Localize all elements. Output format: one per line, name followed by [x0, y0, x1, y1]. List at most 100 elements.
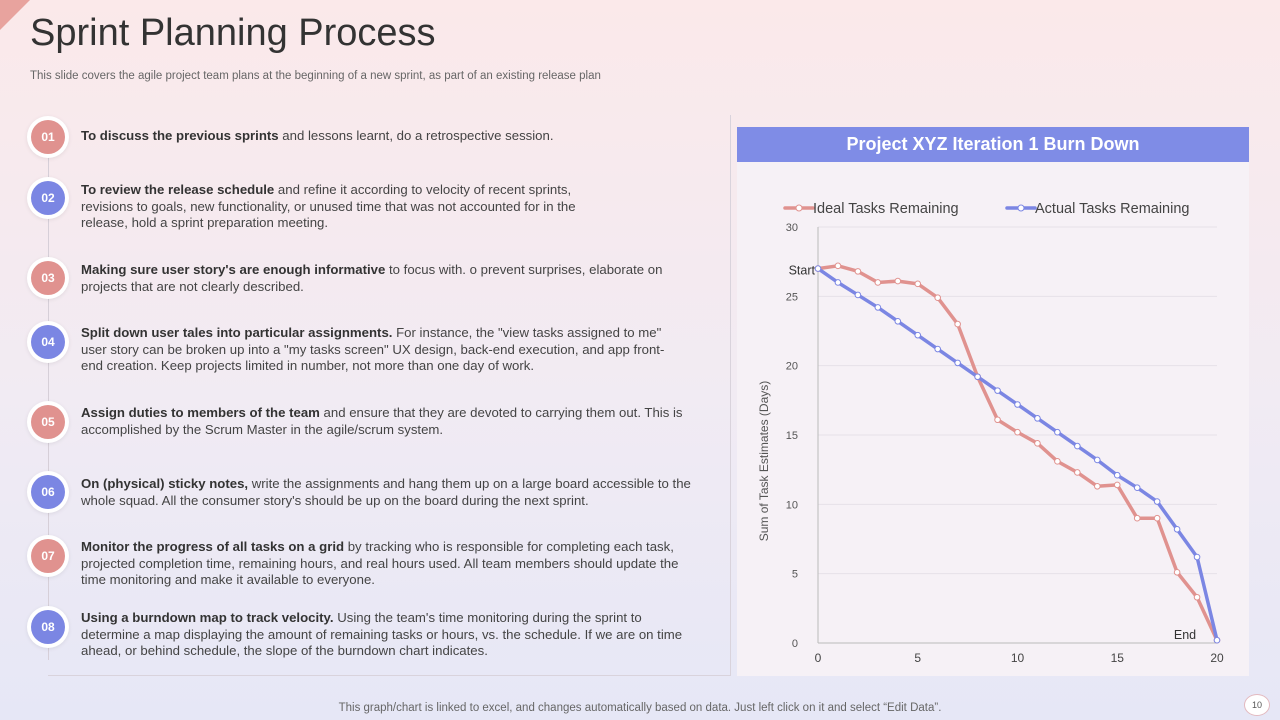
legend-label: Ideal Tasks Remaining — [813, 201, 959, 217]
data-point — [914, 280, 922, 288]
step-body: to focus with. o prevent surprises, elab… — [81, 262, 663, 294]
data-point — [1034, 415, 1041, 422]
step-body: write the assignments and hang them up o… — [81, 476, 691, 508]
series-line — [817, 264, 1219, 641]
data-point — [874, 279, 882, 286]
y-axis-label: Sum of Task Estimates (Days) — [757, 381, 771, 542]
data-point — [834, 262, 842, 270]
step-body: and ensure that they are devoted to carr… — [81, 405, 683, 437]
burndown-chart: 0 5 10 15 20 25 30 0 5 10 15 20 Sum of Task Estimate… — [757, 201, 1224, 665]
data-point — [894, 317, 902, 325]
x-tick-label: 20 — [1210, 651, 1224, 665]
step-text-01: To discuss the previous sprints and less… — [81, 128, 686, 145]
step-heading: Making sure user story's are enough info… — [81, 262, 386, 277]
step-heading: On (physical) sticky notes, — [81, 476, 249, 491]
step-body: by tracking who is responsible for compl… — [81, 539, 679, 587]
step-badge-04: 04 — [31, 325, 65, 359]
legend-marker — [1017, 204, 1025, 212]
step-heading: Split down user tales into particular as… — [81, 325, 393, 340]
data-point — [1054, 458, 1061, 465]
data-point — [954, 359, 961, 367]
data-point — [954, 320, 961, 328]
step-body: Using the team's time monitoring during … — [81, 610, 683, 658]
data-point — [814, 265, 822, 272]
x-tick-label: 5 — [914, 651, 921, 665]
data-point — [1133, 484, 1141, 491]
data-point — [1074, 442, 1081, 450]
x-tick-label: 0 — [815, 651, 822, 665]
step-badge-05: 05 — [31, 405, 65, 439]
step-heading: Assign duties to members of the team — [81, 405, 320, 420]
step-heading: To review the release schedule — [81, 182, 275, 197]
data-point — [894, 277, 902, 285]
data-point — [994, 387, 1001, 394]
legend-label: Actual Tasks Remaining — [1035, 201, 1189, 217]
step-heading: To discuss the previous sprints — [81, 128, 279, 143]
data-point — [1133, 514, 1141, 522]
chart-annotation: Start — [789, 264, 816, 278]
data-point — [874, 304, 882, 311]
step-text-03: Making sure user story's are enough info… — [81, 262, 686, 295]
page-number: 10 — [1244, 694, 1270, 716]
data-point — [1173, 525, 1181, 533]
data-point — [1054, 428, 1061, 436]
step-badge-02: 02 — [31, 181, 65, 215]
data-point — [914, 331, 922, 339]
data-point — [994, 416, 1001, 424]
chart-title: Project XYZ Iteration 1 Burn Down — [737, 127, 1249, 162]
data-point — [1014, 401, 1021, 408]
data-point — [1094, 456, 1101, 464]
y-tick-label: 10 — [786, 499, 798, 511]
data-point — [934, 294, 941, 302]
y-tick-label: 20 — [786, 361, 798, 373]
data-point — [1193, 593, 1201, 601]
data-point — [854, 268, 862, 275]
step-text-06: On (physical) sticky notes, write the as… — [81, 476, 711, 509]
data-point — [1034, 440, 1041, 447]
y-tick-label: 15 — [786, 430, 798, 442]
x-tick-label: 15 — [1111, 651, 1125, 665]
step-badge-01: 01 — [31, 120, 65, 154]
y-tick-label: 30 — [786, 222, 798, 234]
timeline-line — [48, 120, 49, 660]
data-point — [854, 291, 862, 299]
data-point — [974, 373, 981, 381]
data-point — [1094, 483, 1101, 490]
steps-frame — [48, 115, 731, 676]
step-text-04: Split down user tales into particular as… — [81, 325, 686, 375]
step-text-07: Monitor the progress of all tasks on a g… — [81, 539, 686, 589]
data-point — [1153, 514, 1161, 522]
step-heading: Monitor the progress of all tasks on a g… — [81, 539, 345, 554]
page-subtitle: This slide covers the agile project team… — [30, 70, 601, 82]
step-badge-07: 07 — [31, 539, 65, 573]
step-text-08: Using a burndown map to track velocity. … — [81, 610, 686, 660]
data-point — [834, 279, 842, 286]
data-point — [1113, 471, 1121, 479]
data-point — [1173, 568, 1181, 576]
x-tick-label: 10 — [1011, 651, 1025, 665]
corner-decoration — [0, 0, 30, 30]
step-body: For instance, the "view tasks assigned t… — [81, 325, 665, 373]
data-point — [1014, 428, 1021, 436]
data-point — [1193, 553, 1201, 561]
chart-annotation: End — [1174, 628, 1196, 642]
data-point — [1113, 481, 1121, 489]
data-point — [1074, 469, 1081, 476]
step-badge-06: 06 — [31, 475, 65, 509]
step-heading: Using a burndown map to track velocity. — [81, 610, 334, 625]
y-tick-label: 25 — [786, 291, 798, 303]
step-text-02: To review the release schedule and refin… — [81, 182, 621, 232]
data-point — [1213, 636, 1221, 644]
data-point — [1153, 498, 1161, 505]
step-badge-03: 03 — [31, 261, 65, 295]
footer-note: This graph/chart is linked to excel, and… — [338, 702, 942, 714]
data-point — [934, 345, 941, 353]
y-tick-label: 0 — [792, 638, 798, 650]
step-text-05: Assign duties to members of the team and… — [81, 405, 686, 438]
series-line — [817, 267, 1219, 641]
page-title: Sprint Planning Process — [30, 12, 436, 54]
legend-marker — [795, 204, 803, 212]
chart-panel: Project XYZ Iteration 1 Burn Down 0 5 10 15… — [737, 127, 1249, 676]
y-tick-label: 5 — [792, 569, 798, 581]
step-body: and lessons learnt, do a retrospective s… — [278, 128, 554, 143]
